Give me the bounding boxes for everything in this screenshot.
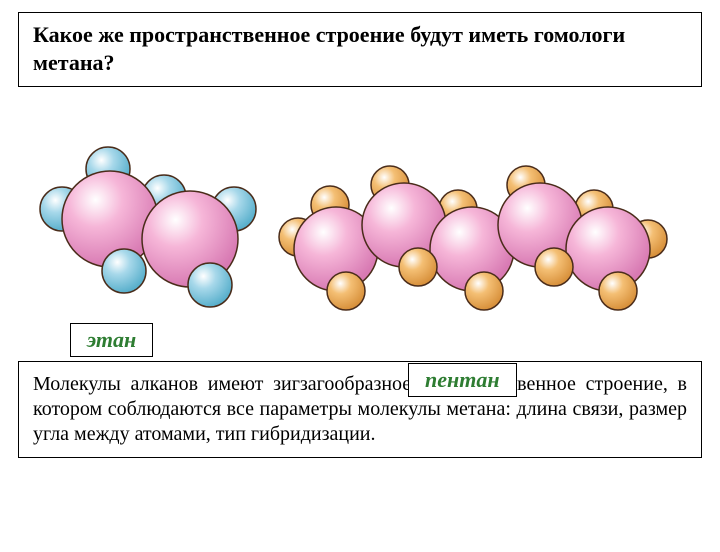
pentane-label: пентан bbox=[408, 363, 517, 397]
molecule-figure-area: этан пентан bbox=[0, 91, 720, 361]
ethane-label: этан bbox=[70, 323, 153, 357]
pentane-label-text: пентан bbox=[425, 367, 500, 392]
slide-title: Какое же пространственное строение будут… bbox=[33, 21, 687, 76]
ethane-label-text: этан bbox=[87, 327, 136, 352]
title-box: Какое же пространственное строение будут… bbox=[18, 12, 702, 87]
